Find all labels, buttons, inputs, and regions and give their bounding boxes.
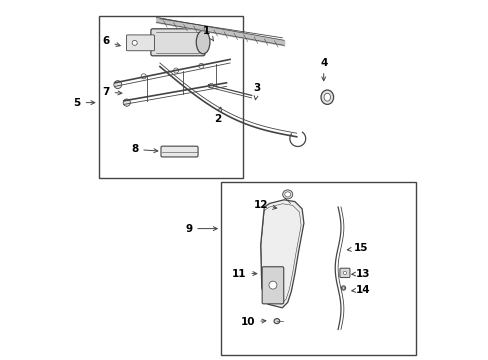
Text: 7: 7 [102, 87, 122, 97]
Ellipse shape [273, 319, 279, 324]
Text: 2: 2 [213, 107, 221, 124]
Polygon shape [260, 200, 303, 308]
Text: 10: 10 [241, 317, 265, 327]
Ellipse shape [284, 192, 290, 197]
Text: 8: 8 [131, 144, 158, 154]
Ellipse shape [324, 93, 330, 101]
Ellipse shape [199, 63, 203, 68]
Ellipse shape [196, 31, 209, 54]
FancyBboxPatch shape [126, 35, 154, 51]
Ellipse shape [268, 281, 276, 289]
FancyBboxPatch shape [151, 29, 204, 56]
Ellipse shape [341, 286, 345, 290]
Ellipse shape [123, 99, 130, 106]
FancyBboxPatch shape [339, 268, 349, 278]
Bar [221, 182, 415, 355]
Text: 14: 14 [351, 285, 370, 295]
Ellipse shape [114, 81, 122, 89]
Text: 6: 6 [102, 36, 120, 46]
Ellipse shape [141, 74, 146, 79]
FancyBboxPatch shape [161, 146, 198, 157]
Text: 12: 12 [253, 200, 276, 210]
Text: 13: 13 [351, 269, 370, 279]
Text: 11: 11 [231, 269, 256, 279]
Text: 5: 5 [73, 98, 95, 108]
FancyBboxPatch shape [262, 267, 283, 304]
Ellipse shape [342, 287, 344, 289]
Ellipse shape [173, 68, 178, 73]
Ellipse shape [282, 190, 292, 199]
Bar [99, 16, 242, 178]
Text: 9: 9 [185, 224, 217, 234]
Text: 1: 1 [203, 26, 213, 41]
Text: 4: 4 [319, 58, 327, 81]
Text: 3: 3 [253, 83, 260, 100]
Text: 15: 15 [346, 243, 368, 253]
Ellipse shape [320, 90, 333, 104]
Ellipse shape [343, 271, 346, 274]
Ellipse shape [132, 40, 137, 45]
Ellipse shape [208, 84, 213, 88]
